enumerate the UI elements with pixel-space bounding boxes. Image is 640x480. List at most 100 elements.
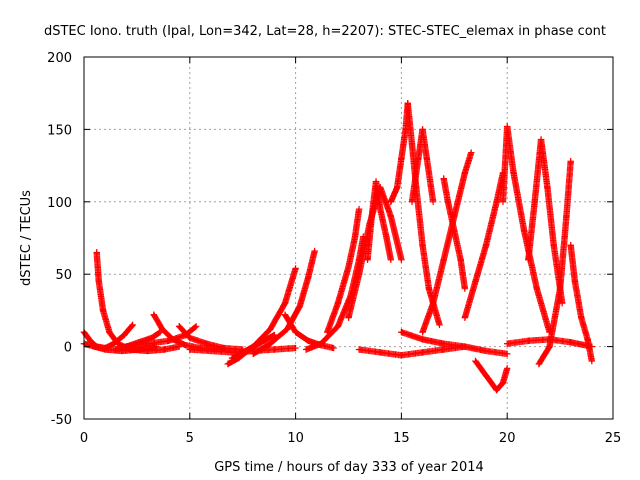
data-point xyxy=(239,349,246,356)
y-tick-label: 0 xyxy=(64,341,72,356)
data-point xyxy=(305,273,312,281)
plot-frame xyxy=(83,56,614,420)
data-point xyxy=(203,340,210,347)
data-point xyxy=(504,350,511,358)
y-tick-label: -50 xyxy=(51,413,72,428)
data-point xyxy=(165,337,172,345)
x-tick-label: 20 xyxy=(499,431,516,446)
data-arc xyxy=(364,178,395,263)
y-tick-label: 100 xyxy=(47,196,72,211)
grid-layer xyxy=(84,57,613,419)
data-point xyxy=(472,278,479,285)
y-tick-label: 200 xyxy=(47,51,72,66)
data-point xyxy=(429,299,437,307)
data-point xyxy=(192,323,200,330)
data-point xyxy=(451,227,458,234)
data-point xyxy=(305,337,312,345)
data-point xyxy=(419,242,426,249)
data-point xyxy=(419,126,426,133)
data-point xyxy=(364,256,371,263)
data-arc xyxy=(398,328,511,358)
data-point xyxy=(440,256,447,263)
data-point xyxy=(504,340,511,347)
x-tick-label: 0 xyxy=(80,431,88,446)
data-point xyxy=(546,336,553,343)
data-point xyxy=(567,158,574,165)
data-point xyxy=(482,242,490,249)
data-point xyxy=(372,178,380,185)
x-tick-label: 25 xyxy=(605,431,622,446)
data-point xyxy=(520,227,528,234)
data-point xyxy=(250,350,257,358)
data-point xyxy=(176,323,183,330)
data-point xyxy=(267,340,274,347)
data-point xyxy=(563,213,570,220)
data-point xyxy=(440,175,447,182)
data-point xyxy=(493,198,500,205)
data-arc xyxy=(408,126,437,205)
data-point xyxy=(345,263,352,271)
data-point xyxy=(292,328,299,336)
data-point xyxy=(556,285,564,292)
data-point xyxy=(408,198,416,205)
data-point xyxy=(106,328,113,336)
data-arc xyxy=(504,336,596,350)
data-arc xyxy=(355,343,469,359)
data-arc xyxy=(525,136,566,307)
data-point xyxy=(144,347,151,355)
data-point xyxy=(292,265,299,272)
data-point xyxy=(419,328,426,336)
data-point xyxy=(334,299,342,307)
data-point xyxy=(182,341,189,349)
data-point xyxy=(398,352,405,359)
data-point xyxy=(250,343,257,350)
data-point xyxy=(567,242,574,249)
data-point xyxy=(271,346,278,353)
data-point xyxy=(461,169,469,177)
data-point xyxy=(296,302,304,310)
data-point xyxy=(186,334,193,342)
data-point xyxy=(544,184,551,191)
data-point xyxy=(387,198,395,205)
data-point xyxy=(355,346,363,353)
x-tick-label: 15 xyxy=(393,431,410,446)
data-point xyxy=(121,331,128,339)
data-point xyxy=(584,336,591,343)
data-point xyxy=(324,328,331,336)
data-point xyxy=(112,346,119,353)
data-point xyxy=(531,198,538,205)
data-point xyxy=(377,205,384,213)
data-point xyxy=(161,346,168,353)
data-point xyxy=(429,198,437,205)
data-arc xyxy=(472,357,511,394)
data-point xyxy=(578,314,585,321)
data-point xyxy=(415,155,422,162)
data-point xyxy=(368,213,375,220)
data-point xyxy=(499,198,507,205)
data-point xyxy=(504,123,511,130)
y-tick-label: 50 xyxy=(55,268,72,283)
data-point xyxy=(355,205,363,213)
data-point xyxy=(440,346,447,353)
data-point xyxy=(387,213,395,220)
data-point xyxy=(525,256,532,263)
data-point xyxy=(393,184,401,191)
data-point xyxy=(281,311,289,318)
data-arc xyxy=(499,123,553,336)
data-point xyxy=(99,307,107,314)
data-point xyxy=(398,328,405,336)
data-point xyxy=(419,336,426,343)
data-point xyxy=(571,278,579,285)
data-layer xyxy=(80,100,596,394)
y-axis-label: dSTEC / TECUs xyxy=(19,190,34,286)
data-point xyxy=(559,299,566,307)
data-point xyxy=(292,344,299,352)
data-point xyxy=(404,100,411,107)
x-tick-label: 10 xyxy=(287,431,304,446)
data-arc xyxy=(535,158,574,368)
x-axis-label: GPS time / hours of day 333 of year 2014 xyxy=(214,460,484,475)
data-point xyxy=(472,357,479,365)
